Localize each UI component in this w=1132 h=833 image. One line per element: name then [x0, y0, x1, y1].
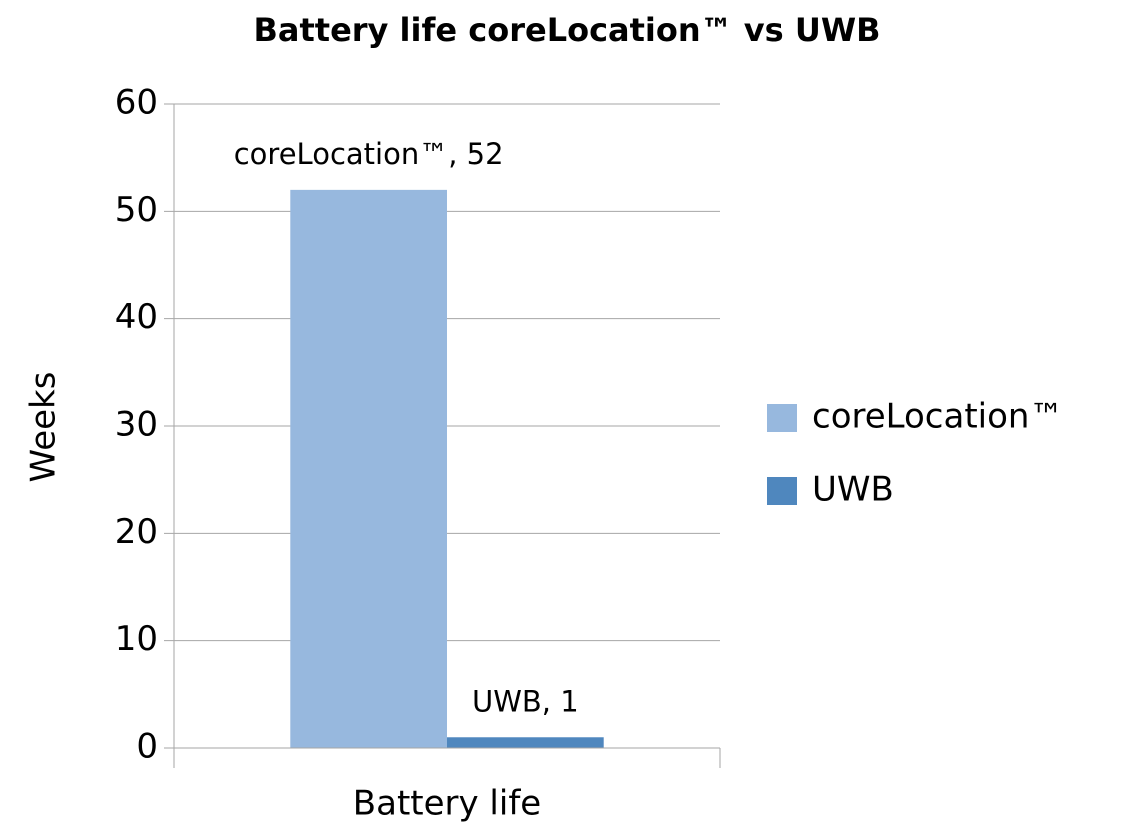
y-tick-label: 40: [115, 297, 158, 337]
y-tick-label: 10: [115, 619, 158, 659]
x-tick-label: Battery life: [353, 784, 541, 824]
chart-title: Battery life coreLocation™ vs UWB: [253, 11, 880, 49]
y-tick-label: 0: [136, 727, 158, 767]
legend-swatch: [767, 404, 797, 432]
y-axis-label: Weeks: [24, 372, 64, 483]
y-tick-label: 60: [115, 83, 158, 123]
y-tick-label: 50: [115, 190, 158, 230]
data-label: coreLocation™, 52: [234, 137, 504, 171]
bar: [290, 189, 447, 748]
legend-label: coreLocation™: [812, 397, 1063, 437]
data-label: UWB, 1: [472, 684, 579, 718]
legend-swatch: [767, 477, 797, 505]
legend-label: UWB: [812, 470, 894, 510]
y-tick-label: 20: [115, 512, 158, 552]
y-tick-label: 30: [115, 405, 158, 445]
bar: [447, 737, 604, 748]
